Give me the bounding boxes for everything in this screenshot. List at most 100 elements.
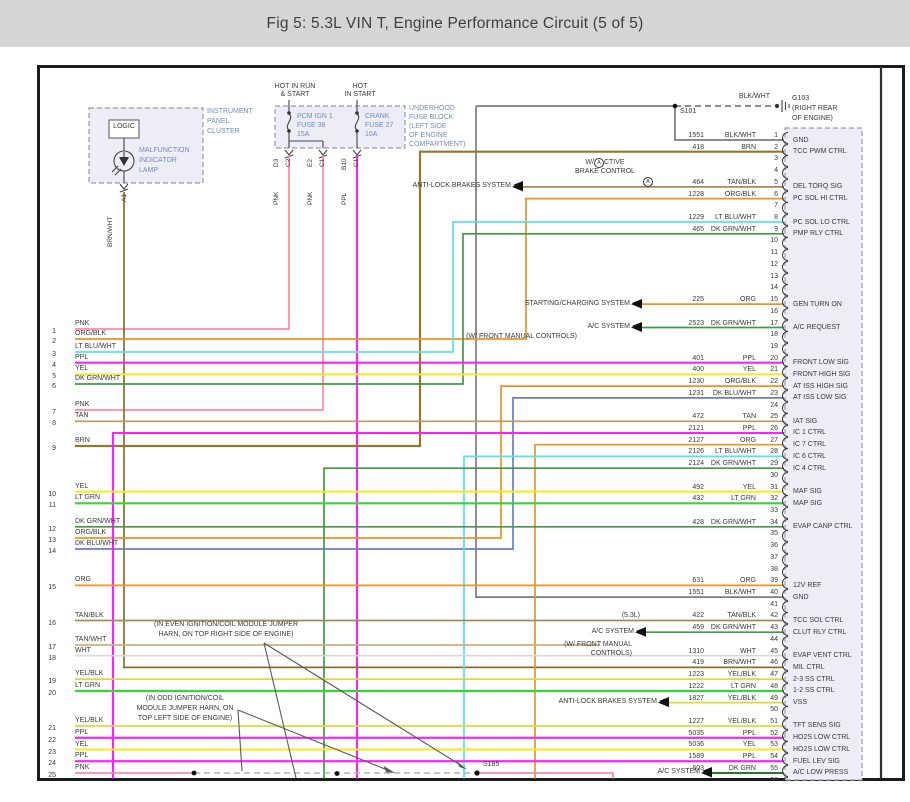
pin-circuit-number: 2121 <box>688 424 704 432</box>
pcm-pin-row: A 464 TAN/BLK 5 DEL TORQ SIG <box>500 175 862 190</box>
pin-number: 49 <box>770 694 778 702</box>
pin-function-label: EVAP CANP CTRL <box>793 523 853 531</box>
pin-bracket-icon <box>778 542 791 550</box>
pin-note: (5.3L) <box>621 612 640 620</box>
pin-bracket-icon <box>778 437 791 445</box>
pin-number: 36 <box>770 542 778 550</box>
pin-function-label: FUEL LEV SIG <box>793 757 840 765</box>
pcm-pin-row: 14 <box>500 281 862 293</box>
pin-number: 29 <box>770 460 778 468</box>
left-pin: 13 <box>48 537 56 544</box>
pin-function-label: PC SOL HI CTRL <box>793 195 848 203</box>
left-color: YEL/BLK <box>75 670 104 678</box>
pin-bracket-icon <box>778 519 791 527</box>
pin-number: 5 <box>774 178 778 186</box>
pin-bracket-icon <box>778 226 791 234</box>
pin-number: 15 <box>770 296 778 304</box>
pcm-pin-row: 7 <box>500 199 862 211</box>
pin-wire-color: ORG/BLK <box>724 378 756 386</box>
pin-wire-color: BRN/WHT <box>723 659 756 667</box>
pcm-pin-row: (5.3L) 422 TAN/BLK 42 TCC SOL CTRL <box>500 609 862 624</box>
pin-function-label: AT ISS HIGH SIG <box>793 382 848 390</box>
note-suffix: CTIVE <box>603 159 625 166</box>
pin-function-label: CLUT RLY CTRL <box>793 628 847 636</box>
pin-bracket-icon <box>778 777 791 780</box>
pin-number: 24 <box>770 401 778 409</box>
left-color: TAN/BLK <box>75 611 104 619</box>
pin-circuit-number: 1551 <box>688 132 704 140</box>
left-pin: 18 <box>48 654 56 662</box>
pin-number: 8 <box>774 214 778 222</box>
left-color: PNK <box>75 401 90 408</box>
pin-circuit-number: 465 <box>692 225 704 233</box>
pin-number: 7 <box>774 202 778 210</box>
pin-bracket-icon <box>778 179 791 187</box>
fuse-exit3-pin: B10 <box>341 158 348 170</box>
pin-circuit-number: 2523 <box>688 319 704 327</box>
left-color: YEL <box>75 365 89 373</box>
left-pin: 21 <box>48 725 56 732</box>
pin-wire-color: LT GRN <box>730 682 756 690</box>
ground-wire-color: BLK/WHT <box>738 93 770 100</box>
pcm-pin-row: 36 <box>500 538 862 550</box>
left-pin: 4 <box>52 361 56 369</box>
pcm-pin-row: 631 ORG 39 12V REF <box>500 574 862 589</box>
pin-function-label: TCC SOL CTRL <box>793 616 844 624</box>
left-color: TAN <box>75 412 89 420</box>
pin-number: 19 <box>770 342 778 350</box>
pin-bracket-icon <box>778 671 791 679</box>
pin-function-label: HO2S LOW CTRL <box>793 745 851 753</box>
pin-number: 13 <box>770 272 778 280</box>
pcm-pin-row: 33 <box>500 503 862 515</box>
left-color: YEL <box>75 740 89 748</box>
pin-bracket-icon <box>778 718 791 726</box>
pin-wire-color: ORG <box>740 436 756 444</box>
pin-number: 39 <box>770 577 778 585</box>
fuse-exit2-cavity: C1 <box>319 158 326 167</box>
callout-ac-1-sub: (W/ FRONT MANUAL CONTROLS) <box>466 333 577 340</box>
fuse-exit1-cavity: C2 <box>285 158 292 167</box>
pin-number: 43 <box>770 624 778 632</box>
pin-bracket-icon <box>778 472 791 480</box>
left-color: TAN/WHT <box>75 636 107 643</box>
pin-circuit-number: 422 <box>692 612 704 620</box>
pin-wire-color: ORG <box>740 296 756 304</box>
pin-number: 31 <box>770 483 778 491</box>
pin-function-label: GND <box>793 593 809 601</box>
pin-number: 9 <box>774 225 778 233</box>
callout-starting-charging: STARTING/CHARGING SYSTEM <box>525 299 642 308</box>
pcm-pin-row: 1222 LT GRN 48 1-2 SS CTRL <box>500 679 862 695</box>
pcm-pin-row: 1228 ORG/BLK 6 PC SOL HI CTRL <box>500 187 862 203</box>
pin-bracket-icon <box>778 237 791 245</box>
pcm-pin-row: 16 <box>500 304 862 316</box>
pin-bracket-icon <box>778 530 791 538</box>
pcm-pin-row: 1551 BLK/WHT 1 GND <box>500 128 862 144</box>
pin-number: 28 <box>770 448 778 456</box>
pin-wire-color: LT BLU/WHT <box>715 214 756 222</box>
pin-number: 21 <box>770 366 778 374</box>
callout-ac-1: A/C SYSTEM <box>588 322 642 331</box>
pin-circuit-number: 1551 <box>688 589 704 597</box>
pin-bracket-icon <box>778 706 791 714</box>
pin-bracket-icon <box>778 753 791 761</box>
pin-wire-color: DK BLU/WHT <box>712 389 756 397</box>
left-color: DK GRN/WHT <box>75 517 121 525</box>
pin-bracket-icon <box>778 273 791 281</box>
pin-number: 27 <box>770 436 778 444</box>
pin-bracket-icon <box>778 155 791 163</box>
circled-a-icon: A <box>593 158 604 168</box>
pin-wire-color: YEL <box>742 483 756 491</box>
pcm-connector: 1551 BLK/WHT 1 GND 418 BRN 2 TCC PWM CTR… <box>500 128 862 780</box>
pin-bracket-icon <box>778 730 791 738</box>
pin-function-label: TFT SENS SIG <box>793 722 841 730</box>
pcm-pin-row: 401 PPL 20 FRONT LOW SIG <box>500 351 862 367</box>
pin-number: 33 <box>770 507 778 515</box>
pin-number: 16 <box>770 307 778 315</box>
pin-bracket-icon <box>778 167 791 175</box>
even-coil-note: (IN EVEN IGNITION/COIL MODULE JUMPER HAR… <box>153 621 299 638</box>
left-pin: 23 <box>48 748 56 756</box>
pin-number: 38 <box>770 565 778 573</box>
left-pin: 20 <box>48 689 56 697</box>
pcm-pin-row: 2124 DK GRN/WHT 29 IC 4 CTRL <box>500 456 862 472</box>
pin-bracket-icon <box>778 636 791 644</box>
